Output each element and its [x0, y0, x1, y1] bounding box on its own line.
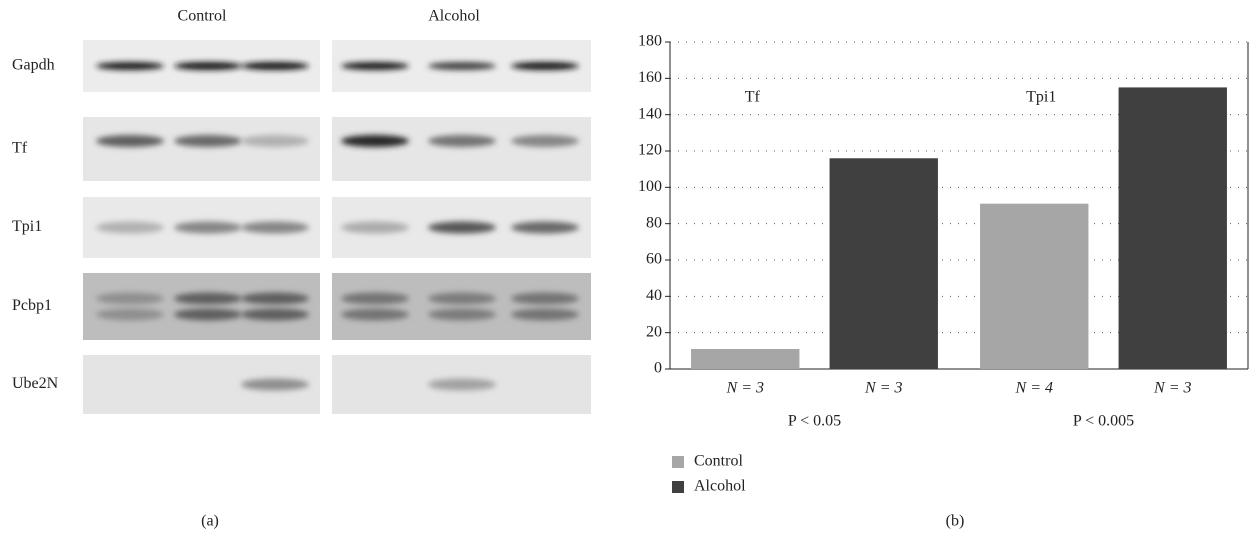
blot-panel [332, 117, 591, 181]
sample-size-label: N = 3 [1153, 380, 1191, 397]
blot-band [241, 221, 309, 234]
legend-swatch [672, 456, 684, 468]
sample-size-label: N = 3 [726, 380, 764, 397]
blot-band [96, 308, 164, 321]
blot-band [241, 62, 309, 70]
bar [691, 349, 800, 369]
blot-band [428, 221, 496, 234]
blot-band [241, 292, 309, 305]
blot-band [428, 135, 496, 147]
blot-panel [332, 273, 591, 340]
bar [980, 203, 1089, 369]
y-tick-label: 100 [638, 178, 662, 195]
legend-label: Control [694, 453, 743, 470]
blot-band [96, 62, 164, 70]
column-label: Alcohol [428, 8, 480, 25]
blot-band [241, 308, 309, 321]
y-tick-label: 140 [638, 105, 662, 122]
blot-band [511, 62, 579, 70]
blot-band [96, 292, 164, 305]
blot-band [341, 308, 409, 321]
blot-band [174, 62, 242, 70]
blot-band [241, 135, 309, 147]
blot-band [341, 62, 409, 70]
bar [829, 158, 938, 369]
blot-band [428, 308, 496, 321]
blot-band [428, 378, 496, 391]
sample-size-label: N = 3 [864, 380, 902, 397]
blot-band [511, 292, 579, 305]
y-tick-label: 120 [638, 142, 662, 159]
y-tick-label: 20 [646, 323, 662, 340]
row-label: Gapdh [12, 57, 55, 74]
y-tick-label: 0 [654, 360, 662, 377]
column-label: Control [178, 8, 227, 25]
category-label: Tpi1 [1026, 89, 1056, 106]
row-label: Tpi1 [12, 218, 42, 235]
y-tick-label: 160 [638, 69, 662, 86]
category-label: Tf [745, 89, 761, 106]
row-label: Pcbp1 [12, 297, 52, 314]
p-value-label: P < 0.05 [788, 413, 841, 430]
blot-band [511, 221, 579, 234]
legend-label: Alcohol [694, 478, 746, 495]
blot-band [96, 221, 164, 234]
blot-band [341, 135, 409, 147]
y-tick-label: 60 [646, 251, 662, 268]
blot-band [174, 135, 242, 147]
sample-size-label: N = 4 [1015, 380, 1053, 397]
western-blot [83, 40, 591, 414]
blot-band [174, 308, 242, 321]
y-tick-label: 80 [646, 214, 662, 231]
bar [1118, 87, 1227, 370]
panel-label: (a) [201, 513, 219, 530]
blot-panel [83, 117, 320, 181]
blot-band [428, 292, 496, 305]
blot-band [341, 292, 409, 305]
blot-band [511, 135, 579, 147]
blot-band [174, 221, 242, 234]
blot-band [241, 378, 309, 391]
blot-band [96, 135, 164, 147]
legend-swatch [672, 481, 684, 493]
blot-band [428, 62, 496, 70]
y-tick-label: 40 [646, 287, 662, 304]
blot-band [511, 308, 579, 321]
panel-label: (b) [946, 513, 965, 530]
y-tick-label: 180 [638, 33, 662, 50]
row-label: Ube2N [12, 375, 59, 392]
p-value-label: P < 0.005 [1073, 413, 1134, 430]
blot-panel [83, 273, 320, 340]
blot-band [341, 221, 409, 234]
row-label: Tf [12, 140, 28, 157]
blot-band [174, 292, 242, 305]
